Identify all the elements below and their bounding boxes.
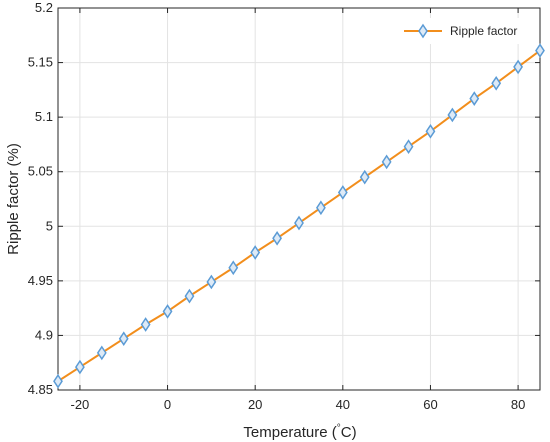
x-tick-label: 80 [511,397,525,412]
y-tick-label: 5.15 [28,55,53,70]
data-point [425,123,436,139]
plot-area [58,8,540,390]
data-point [118,331,129,347]
x-tick-label: -20 [71,397,90,412]
data-point [381,154,392,170]
y-tick-label: 4.85 [28,382,53,397]
legend: Ripple factor [396,18,532,44]
data-point [206,274,217,290]
y-tick-label: 5 [46,218,53,233]
data-point [140,317,151,332]
data-point [294,215,304,231]
x-axis-title-degree: ° [337,423,341,434]
legend-label: Ripple factor [450,24,517,38]
plot-frame [57,7,541,391]
data-point [535,43,545,58]
data-point [162,304,173,319]
x-axis-title-unit: C) [341,424,357,441]
data-point [403,139,414,154]
axis-ticks: -20 0 20 40 60 80 4.85 4.9 4.95 5 5.05 5.1 5.15 5.2 [28,0,540,412]
data-point [513,59,523,75]
data-point [316,200,326,216]
x-tick-label: 60 [423,397,437,412]
data-point [53,373,63,389]
x-tick-label: 40 [336,397,350,412]
data-point [228,260,239,276]
x-axis-title-main: Temperature ( [243,424,336,441]
data-point [447,107,458,123]
data-point [75,359,85,375]
series-group [53,43,545,389]
y-tick-label: 5.05 [28,164,53,179]
y-tick-label: 4.95 [28,273,53,288]
data-point [250,245,261,260]
legend-marker [418,23,428,39]
data-point [491,75,502,91]
x-tick-label: 20 [248,397,262,412]
data-point [272,230,282,246]
data-point [184,288,195,304]
x-axis-title: Temperature (°C) [243,423,356,441]
data-point [337,185,348,200]
data-point [469,91,480,106]
y-tick-label: 4.9 [35,327,53,342]
y-tick-label: 5.2 [35,0,53,15]
y-tick-label: 5.1 [35,109,53,124]
y-axis-title: Ripple factor (%) [5,143,22,255]
x-tick-label: 0 [164,397,171,412]
data-point [96,345,107,361]
data-point [359,169,370,185]
